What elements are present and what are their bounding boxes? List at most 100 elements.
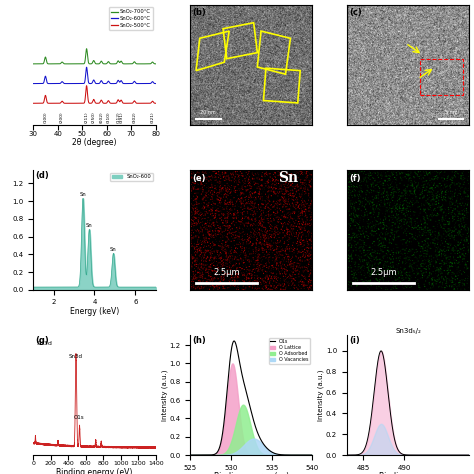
Point [200,193,208,201]
Point [243,275,250,283]
Point [306,166,314,174]
Point [237,264,245,271]
Point [229,252,237,260]
Point [370,248,378,256]
Point [388,212,396,219]
Point [234,283,241,291]
Point [370,228,377,235]
Point [449,175,456,182]
Point [212,200,219,208]
Point [237,196,245,204]
Point [282,250,289,258]
Point [465,226,472,234]
Point [188,281,195,288]
Point [305,285,312,293]
Point [415,173,423,181]
Point [347,264,355,272]
Point [273,243,280,251]
Point [465,209,473,217]
Point [222,197,229,205]
Point [282,201,290,209]
Point [407,254,414,261]
Point [411,274,419,282]
Point [255,255,263,262]
Point [279,256,287,264]
Point [420,247,428,255]
Point [251,207,258,215]
Point [384,178,392,185]
Point [464,201,471,209]
Point [269,180,277,188]
Point [253,183,261,191]
Point [364,197,372,205]
Point [421,219,429,226]
Point [290,193,297,201]
Point [295,264,303,271]
Point [241,180,249,187]
Point [191,185,199,193]
Point [383,278,390,286]
Point [385,239,393,246]
Point [198,210,206,218]
Point [246,173,253,181]
Point [253,235,261,242]
Point [273,218,281,225]
Point [395,260,402,267]
Point [256,259,264,267]
Point [275,234,283,241]
Point [220,272,228,280]
Point [249,225,256,232]
Point [296,247,304,255]
Point [361,269,368,277]
Point [202,237,210,245]
Point [298,249,305,256]
Point [191,210,199,218]
Point [283,212,290,220]
Point [343,171,351,179]
Point [428,280,436,287]
Point [419,263,427,270]
Point [188,283,195,291]
Point [386,183,394,191]
Point [281,239,288,247]
Point [386,270,393,277]
Point [267,187,275,195]
Point [307,248,315,256]
Point [240,272,248,280]
Point [347,175,355,183]
Point [223,271,231,279]
Point [290,201,297,208]
Point [267,184,275,191]
Point [390,245,397,253]
Text: 20 nm: 20 nm [201,109,216,115]
Point [227,247,234,255]
Point [389,224,396,232]
Point [191,204,199,211]
Point [288,231,295,238]
Point [299,256,307,264]
Point [202,219,210,227]
Point [427,211,434,219]
Point [212,241,219,249]
Point [301,213,309,220]
Point [443,186,450,194]
Point [452,198,460,206]
Point [281,270,288,277]
Point [377,219,384,227]
Point [307,205,314,212]
Point [243,238,250,246]
Point [209,196,216,203]
Point [393,171,401,178]
Point [273,261,281,269]
Point [191,214,199,221]
Point [275,231,283,238]
Point [198,273,206,281]
Point [251,265,259,273]
Point [413,277,420,285]
Point [374,168,382,176]
Point [406,230,414,237]
Point [205,273,213,281]
Point [188,234,195,242]
Point [355,211,363,219]
Point [414,257,422,264]
